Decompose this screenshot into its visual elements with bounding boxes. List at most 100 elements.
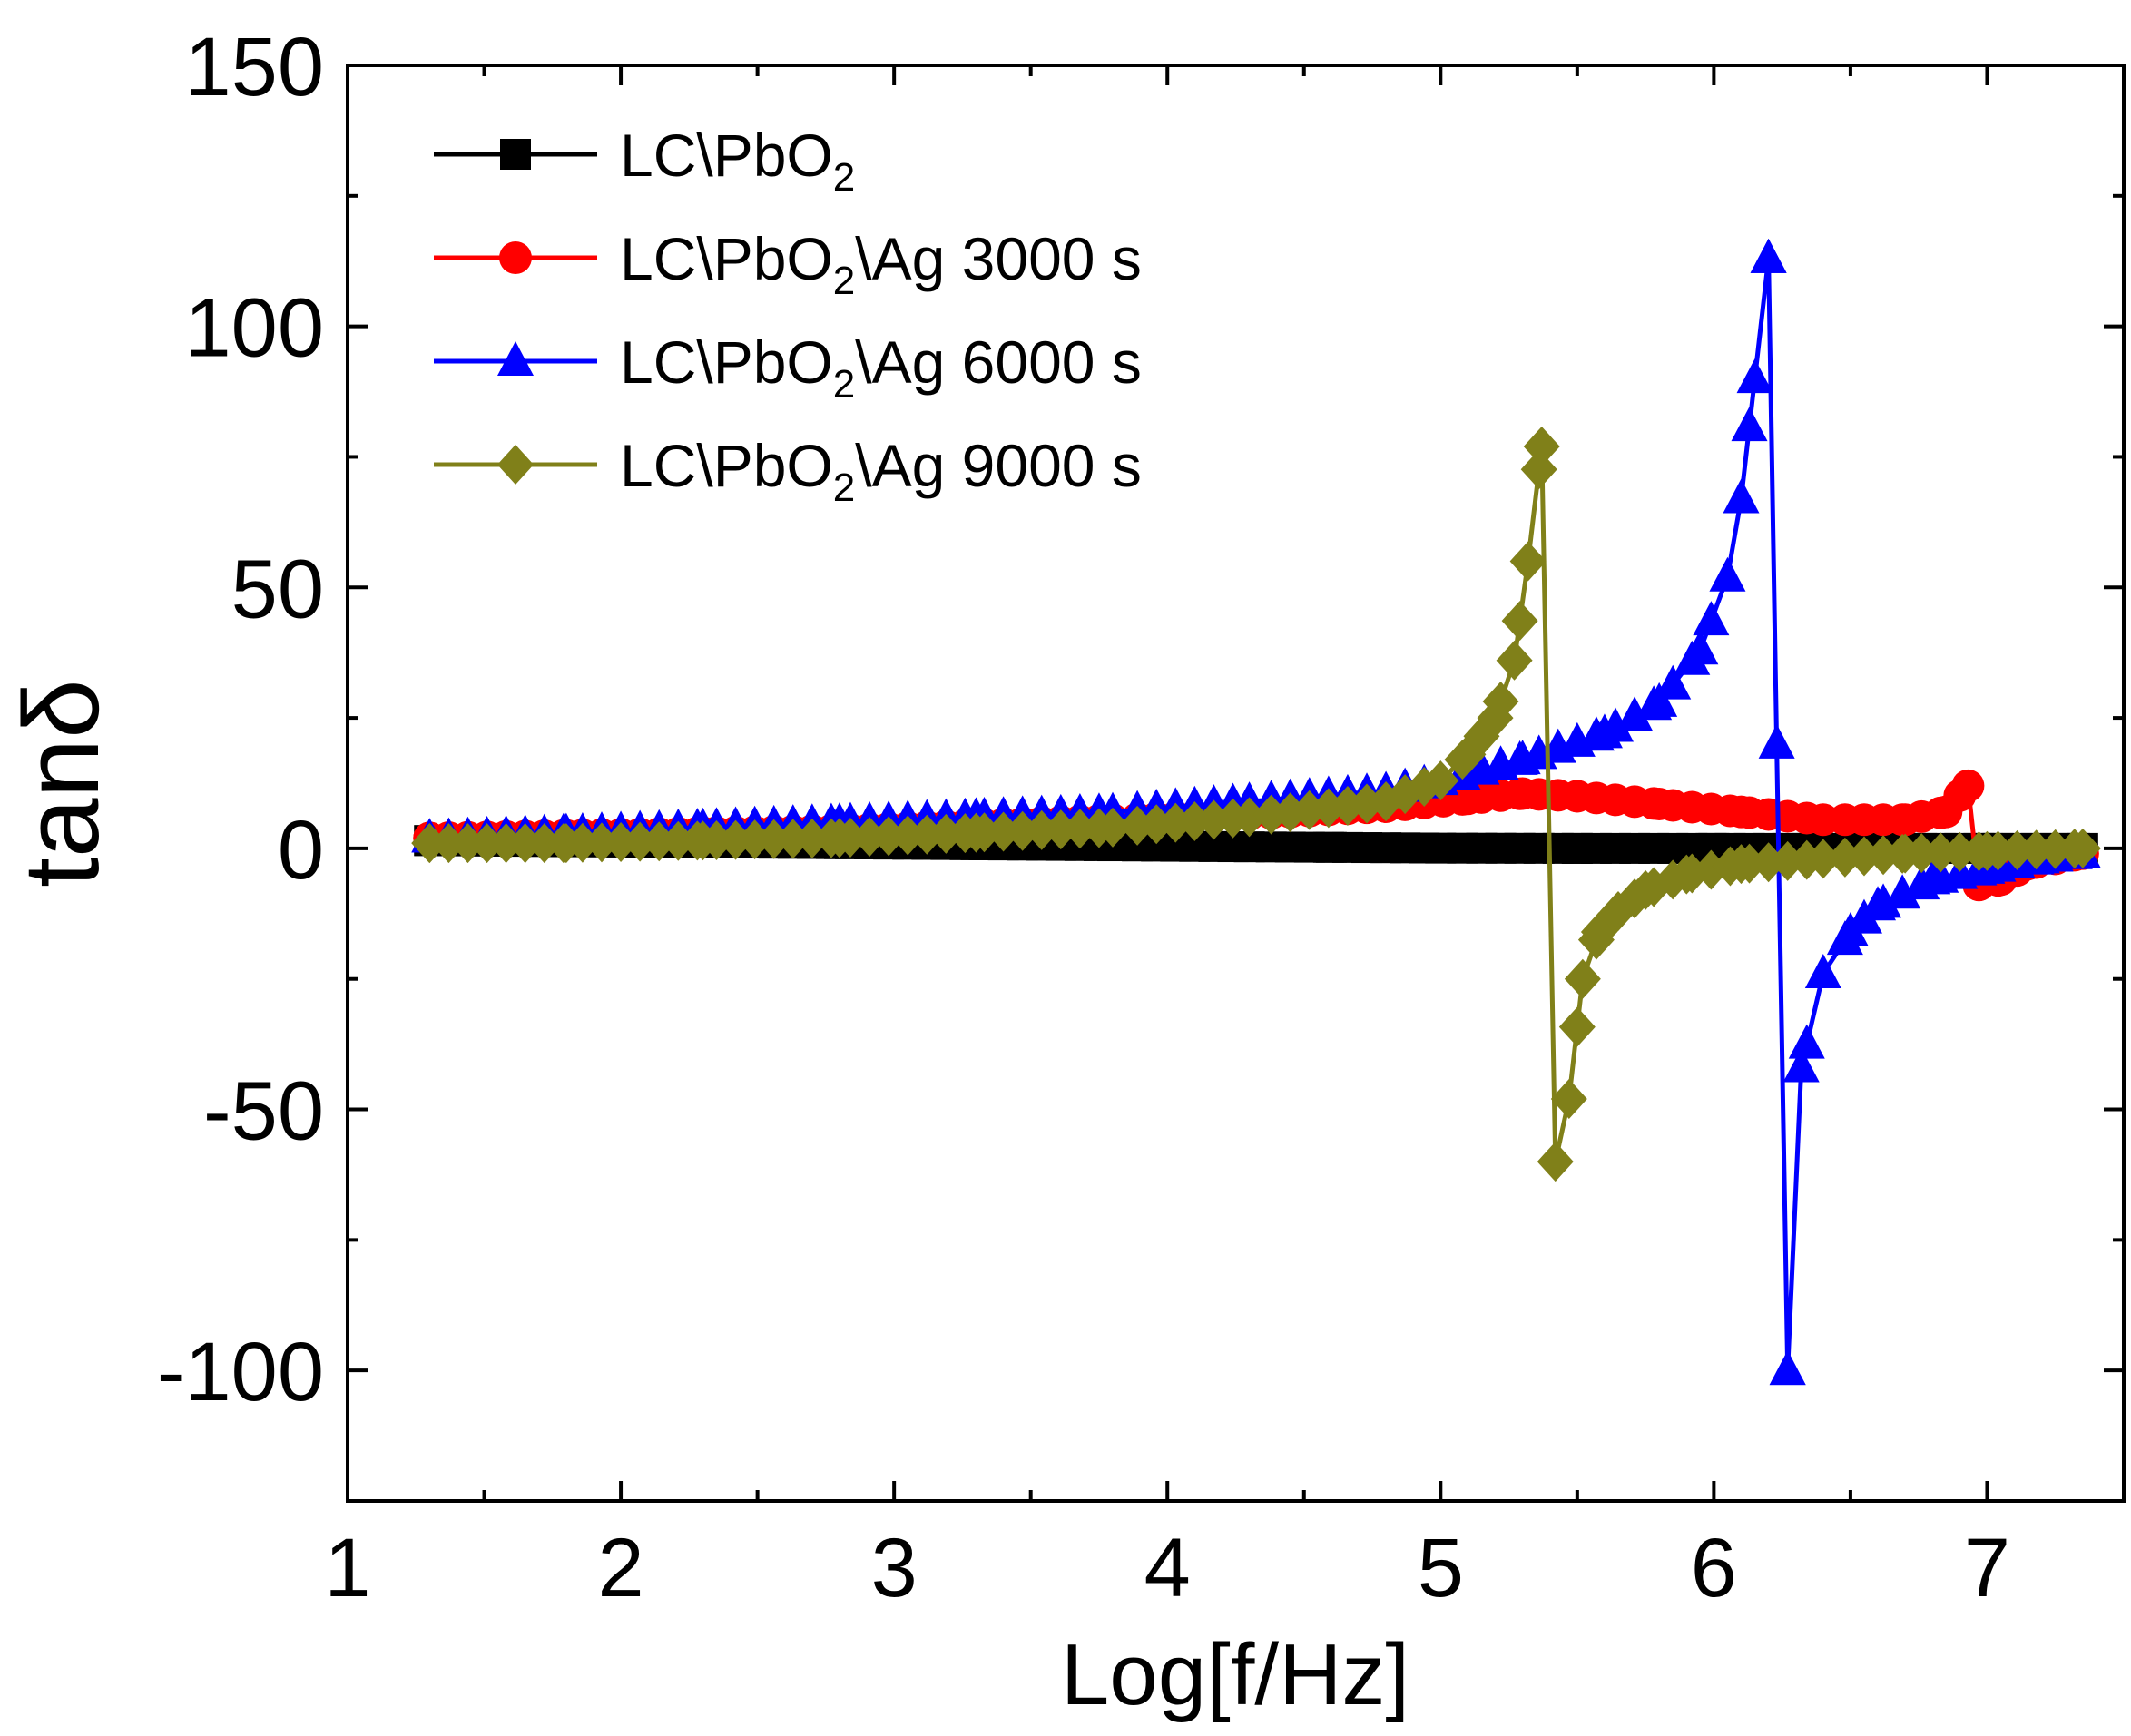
data-point xyxy=(1520,449,1557,490)
data-point xyxy=(1903,833,1940,874)
plot-frame xyxy=(346,64,2126,1503)
x-tick-label: 6 xyxy=(1691,1522,1737,1614)
x-tick-label: 7 xyxy=(1964,1522,2010,1614)
data-point xyxy=(908,814,946,855)
data-point xyxy=(1758,723,1795,759)
data-point xyxy=(1709,556,1746,592)
data-point xyxy=(717,819,754,860)
data-point xyxy=(928,813,965,854)
y-tick-label: 150 xyxy=(185,21,325,113)
data-point xyxy=(487,823,525,864)
data-point xyxy=(1788,1024,1825,1059)
data-point xyxy=(1422,760,1459,801)
legend-marker xyxy=(497,445,534,485)
data-point xyxy=(1564,958,1601,999)
data-point xyxy=(622,821,659,862)
legend-label: LC\PbO2\Ag 6000 s xyxy=(620,329,1142,407)
x-tick-label: 1 xyxy=(324,1522,370,1614)
x-tick-label: 5 xyxy=(1418,1522,1464,1614)
data-point xyxy=(1004,810,1041,851)
data-point xyxy=(774,819,811,859)
data-point xyxy=(2037,829,2074,869)
legend-entry-2: LC\PbO2\Ag 3000 s xyxy=(434,225,1142,303)
data-point xyxy=(1482,682,1519,722)
data-point xyxy=(1596,707,1634,742)
legend-label: LC\PbO2\Ag 3000 s xyxy=(620,225,1142,303)
data-point xyxy=(1509,541,1547,582)
data-point xyxy=(1496,640,1533,681)
data-point xyxy=(851,817,889,858)
data-point xyxy=(1580,911,1617,952)
x-tick-label: 2 xyxy=(597,1522,643,1614)
y-tick-label: 100 xyxy=(185,282,325,375)
legend-entry-1: LC\PbO2 xyxy=(434,122,855,200)
data-point xyxy=(755,819,792,859)
data-point xyxy=(736,819,773,860)
data-point xyxy=(641,821,678,862)
series-4 xyxy=(411,426,2101,1182)
data-point xyxy=(1550,1079,1587,1120)
legend-entry-4: LC\PbO2\Ag 9000 s xyxy=(434,432,1142,510)
data-point xyxy=(584,822,621,863)
data-point xyxy=(1061,809,1098,849)
y-tick-label: 0 xyxy=(278,804,324,897)
data-point xyxy=(1523,426,1560,466)
data-point xyxy=(468,823,506,864)
data-point xyxy=(430,823,467,864)
legend-label: LC\PbO2 xyxy=(620,122,855,200)
data-point xyxy=(831,817,869,858)
legend: LC\PbO2 LC\PbO2\Ag 3000 s LC\PbO2\Ag 6000 … xyxy=(434,122,1142,510)
data-point xyxy=(603,822,640,863)
data-point xyxy=(793,818,830,858)
x-tick-label: 3 xyxy=(871,1522,918,1614)
data-point xyxy=(1682,630,1719,665)
data-point xyxy=(1826,837,1863,878)
legend-label: LC\PbO2\Ag 9000 s xyxy=(620,432,1142,510)
data-point xyxy=(966,812,1003,853)
data-point xyxy=(660,820,697,861)
data-point xyxy=(870,816,908,857)
data-point xyxy=(1023,809,1060,850)
data-point xyxy=(1616,696,1654,731)
data-point xyxy=(411,823,448,864)
data-point xyxy=(1769,1350,1806,1386)
data-point xyxy=(1804,839,1841,879)
data-point xyxy=(1998,829,2036,870)
data-point xyxy=(1042,809,1079,850)
y-tick-label: 50 xyxy=(231,543,324,635)
data-point xyxy=(1782,1047,1820,1083)
y-axis-title: tanδ xyxy=(2,679,122,888)
data-point xyxy=(1723,478,1760,514)
data-point xyxy=(564,822,601,863)
data-point xyxy=(1884,874,1921,909)
y-tick-label: -100 xyxy=(157,1326,324,1418)
legend-entry-3: LC\PbO2\Ag 6000 s xyxy=(434,329,1142,407)
legend-marker xyxy=(500,139,531,170)
data-point xyxy=(506,823,544,864)
data-point xyxy=(889,815,927,856)
data-point xyxy=(1655,664,1692,700)
data-point xyxy=(1865,883,1902,918)
data-point xyxy=(1979,830,2017,871)
data-point xyxy=(1231,797,1268,838)
x-tick-label: 4 xyxy=(1144,1522,1191,1614)
data-point xyxy=(2064,828,2101,868)
legend-marker xyxy=(497,341,534,376)
data-point xyxy=(1095,807,1132,848)
ticks-layer: 1 2 3 4 5 6 7 -100 -50 0 50 100 150 xyxy=(157,21,2126,1614)
data-point xyxy=(1951,769,1985,802)
data-point xyxy=(449,823,486,864)
data-point xyxy=(1941,831,1979,872)
data-point xyxy=(985,811,1022,852)
data-point xyxy=(1537,1142,1574,1182)
data-point xyxy=(1736,358,1773,394)
data-point xyxy=(698,819,735,860)
data-point xyxy=(2018,829,2055,870)
x-axis-title: Log[f/Hz] xyxy=(1061,1626,1409,1723)
data-point xyxy=(1731,407,1768,442)
data-point xyxy=(1501,601,1538,642)
data-point xyxy=(1804,953,1841,988)
legend-marker xyxy=(499,241,532,274)
series-layer xyxy=(411,238,2101,1386)
data-point xyxy=(1922,832,1959,873)
